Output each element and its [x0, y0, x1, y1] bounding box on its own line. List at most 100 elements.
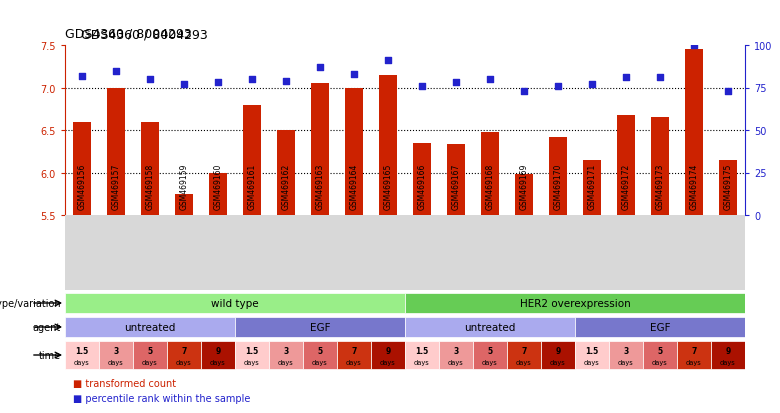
- Text: days: days: [142, 360, 158, 366]
- Bar: [235, 317, 405, 337]
- Text: GDS4360 / 8004293: GDS4360 / 8004293: [80, 29, 207, 42]
- Point: [586, 82, 598, 88]
- Bar: [378, 76, 397, 216]
- Text: ■ transformed count: ■ transformed count: [73, 378, 176, 388]
- Text: 7: 7: [181, 346, 186, 355]
- Text: days: days: [584, 360, 600, 366]
- Bar: [345, 88, 363, 216]
- Text: 1.5: 1.5: [76, 346, 89, 355]
- Text: 5: 5: [488, 346, 492, 355]
- Point: [688, 43, 700, 49]
- Text: GDS4360 / 8004293: GDS4360 / 8004293: [65, 28, 192, 40]
- Text: days: days: [448, 360, 464, 366]
- Point: [211, 80, 224, 86]
- Text: days: days: [74, 360, 90, 366]
- Text: 3: 3: [453, 346, 459, 355]
- Bar: [243, 105, 261, 216]
- Text: days: days: [720, 360, 736, 366]
- Point: [76, 73, 88, 80]
- Bar: [99, 341, 133, 370]
- Bar: [235, 341, 269, 370]
- Point: [450, 80, 463, 86]
- Point: [110, 68, 122, 75]
- Bar: [65, 341, 99, 370]
- Text: days: days: [210, 360, 226, 366]
- Text: EGF: EGF: [310, 322, 330, 332]
- Point: [620, 75, 633, 81]
- Text: days: days: [686, 360, 702, 366]
- Bar: [507, 341, 541, 370]
- Text: 5: 5: [147, 346, 153, 355]
- Text: HER2 overexpression: HER2 overexpression: [519, 298, 630, 308]
- Point: [280, 78, 292, 85]
- Text: days: days: [176, 360, 192, 366]
- Text: 5: 5: [658, 346, 662, 355]
- Point: [178, 82, 190, 88]
- Text: 1.5: 1.5: [416, 346, 429, 355]
- Bar: [718, 160, 737, 216]
- Bar: [617, 115, 636, 216]
- Text: genotype/variation: genotype/variation: [0, 298, 61, 308]
- Bar: [65, 317, 235, 337]
- Bar: [175, 194, 193, 216]
- Bar: [643, 341, 677, 370]
- Bar: [405, 317, 575, 337]
- Text: 1.5: 1.5: [246, 346, 259, 355]
- Text: days: days: [108, 360, 124, 366]
- Text: ■ percentile rank within the sample: ■ percentile rank within the sample: [73, 394, 250, 404]
- Text: days: days: [244, 360, 260, 366]
- Bar: [107, 88, 126, 216]
- Text: 9: 9: [725, 346, 731, 355]
- Text: 9: 9: [215, 346, 221, 355]
- Bar: [133, 341, 167, 370]
- Bar: [685, 50, 704, 216]
- Text: days: days: [652, 360, 668, 366]
- Text: 3: 3: [283, 346, 289, 355]
- Bar: [575, 341, 609, 370]
- Text: time: time: [39, 350, 61, 360]
- Bar: [609, 341, 643, 370]
- Bar: [575, 317, 745, 337]
- Bar: [548, 138, 567, 216]
- Bar: [677, 341, 711, 370]
- Point: [314, 64, 326, 71]
- Text: days: days: [278, 360, 294, 366]
- Bar: [209, 173, 227, 216]
- Bar: [405, 341, 439, 370]
- Text: 7: 7: [521, 346, 527, 355]
- Text: wild type: wild type: [211, 298, 259, 308]
- Bar: [439, 341, 473, 370]
- Text: days: days: [550, 360, 566, 366]
- Text: 5: 5: [317, 346, 323, 355]
- Bar: [515, 175, 534, 216]
- Bar: [269, 341, 303, 370]
- Point: [381, 58, 394, 64]
- Text: days: days: [380, 360, 396, 366]
- Point: [246, 76, 258, 83]
- Bar: [480, 133, 499, 216]
- Bar: [583, 160, 601, 216]
- Text: 7: 7: [691, 346, 697, 355]
- Bar: [371, 341, 405, 370]
- Text: 7: 7: [351, 346, 356, 355]
- Text: days: days: [346, 360, 362, 366]
- Point: [551, 83, 564, 90]
- Bar: [303, 341, 337, 370]
- Bar: [541, 341, 575, 370]
- Point: [654, 75, 666, 81]
- Point: [348, 71, 360, 78]
- Text: agent: agent: [33, 322, 61, 332]
- Point: [144, 76, 156, 83]
- Text: days: days: [312, 360, 328, 366]
- Bar: [473, 341, 507, 370]
- Bar: [405, 293, 745, 313]
- Text: days: days: [516, 360, 532, 366]
- Point: [722, 88, 734, 95]
- Point: [518, 88, 530, 95]
- Text: 9: 9: [385, 346, 391, 355]
- Text: 1.5: 1.5: [585, 346, 598, 355]
- Text: 3: 3: [113, 346, 119, 355]
- Bar: [65, 293, 405, 313]
- Point: [416, 83, 428, 90]
- Text: 3: 3: [623, 346, 629, 355]
